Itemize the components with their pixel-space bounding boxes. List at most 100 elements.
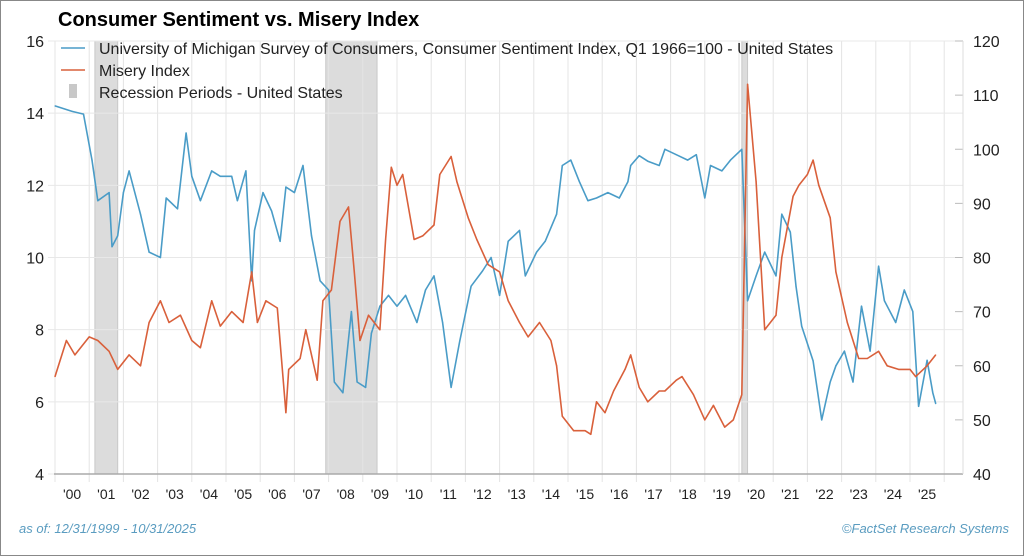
misery-point [199, 347, 201, 349]
sentiment-point [536, 251, 538, 253]
misery-point [88, 336, 90, 338]
x-axis-tick-label: '15 [576, 486, 594, 502]
sentiment-point [729, 159, 732, 161]
x-axis-tick-label: '12 [473, 486, 491, 502]
misery-point [74, 354, 76, 356]
misery-point [168, 321, 170, 324]
right-axis-tick-label: 90 [973, 196, 991, 213]
misery-point [550, 339, 552, 342]
x-axis-tick-label: '10 [405, 486, 423, 502]
sentiment-point [199, 200, 201, 202]
sentiment-point [499, 294, 501, 296]
misery-point [353, 271, 355, 273]
misery-point [926, 365, 928, 367]
misery-point [422, 235, 424, 237]
misery-point [915, 375, 917, 378]
sentiment-point [570, 159, 572, 161]
misery-point [413, 238, 415, 241]
sentiment-point [328, 289, 330, 291]
right-axis-tick-label: 100 [973, 142, 1000, 159]
sentiment-point [128, 170, 130, 172]
misery-point [798, 184, 800, 186]
misery-point [54, 375, 56, 378]
sentiment-point [741, 148, 743, 150]
legend-label: University of Michigan Survey of Consume… [99, 41, 833, 58]
source-credit: ©FactSet Research Systems [841, 521, 1009, 536]
x-axis-tick-label: '13 [508, 486, 526, 502]
misery-point [746, 83, 749, 85]
sentiment-point [561, 164, 563, 167]
misery-point [806, 173, 809, 176]
misery-point [148, 321, 150, 324]
misery-point [347, 206, 350, 208]
misery-point [829, 217, 831, 219]
sentiment-point [245, 170, 247, 172]
x-axis-tick-label: '21 [781, 486, 799, 502]
sentiment-point [795, 285, 797, 287]
misery-point [476, 238, 478, 241]
sentiment-point [404, 294, 407, 296]
sentiment-point [71, 110, 73, 112]
misery-point [604, 412, 606, 414]
misery-point [792, 195, 794, 197]
x-axis-tick-label: '14 [542, 486, 560, 502]
x-axis-tick-label: '04 [200, 486, 218, 502]
x-axis-tick-label: '23 [850, 486, 868, 502]
misery-point [499, 271, 501, 273]
sentiment-point [721, 170, 723, 172]
sentiment-point [755, 275, 757, 277]
misery-point [219, 325, 221, 327]
misery-point [724, 426, 726, 428]
misery-point [573, 430, 575, 432]
sentiment-point [829, 381, 831, 383]
sentiment-point [932, 392, 934, 394]
misery-point [359, 339, 361, 342]
misery-point [390, 166, 392, 168]
sentiment-point [117, 235, 119, 237]
sentiment-point [764, 251, 766, 253]
right-axis-tick-label: 110 [973, 88, 999, 105]
misery-point [886, 365, 888, 367]
sentiment-point [191, 175, 193, 177]
x-axis-tick-label: '16 [610, 486, 628, 502]
x-axis-tick-label: '17 [644, 486, 662, 502]
misery-point [692, 394, 695, 396]
sentiment-point [111, 246, 113, 248]
sentiment-point [148, 251, 150, 253]
misery-point [288, 368, 290, 370]
x-axis-tick-label: '24 [884, 486, 902, 502]
sentiment-point [279, 240, 281, 242]
sentiment-point [607, 191, 609, 194]
sentiment-point [935, 403, 937, 405]
misery-point [276, 307, 278, 309]
sentiment-point [185, 132, 187, 134]
sentiment-point [333, 381, 335, 383]
misery-point [396, 184, 398, 186]
right-axis-tick-label: 40 [973, 467, 991, 484]
misery-point [909, 368, 911, 370]
sentiment-point [627, 181, 629, 183]
sentiment-point [122, 191, 124, 194]
misery-point [712, 404, 714, 407]
sentiment-point [544, 240, 546, 242]
misery-point [732, 419, 734, 421]
legend-label: Misery Index [99, 63, 190, 80]
sentiment-point [97, 200, 99, 202]
misery-point [835, 271, 837, 273]
sentiment-point [442, 321, 444, 324]
sentiment-point [356, 381, 358, 383]
misery-point [367, 314, 370, 316]
sentiment-point [139, 213, 142, 215]
misery-point [647, 401, 649, 403]
sentiment-point [396, 305, 398, 307]
misery-point [97, 339, 99, 342]
misery-point [117, 368, 119, 370]
misery-point [858, 357, 860, 360]
misery-point [433, 224, 435, 226]
sentiment-point [176, 208, 179, 210]
x-axis-tick-label: '02 [131, 486, 149, 502]
sentiment-point [424, 289, 427, 291]
misery-point [898, 368, 900, 370]
misery-point [299, 357, 301, 360]
sentiment-point [365, 386, 367, 388]
